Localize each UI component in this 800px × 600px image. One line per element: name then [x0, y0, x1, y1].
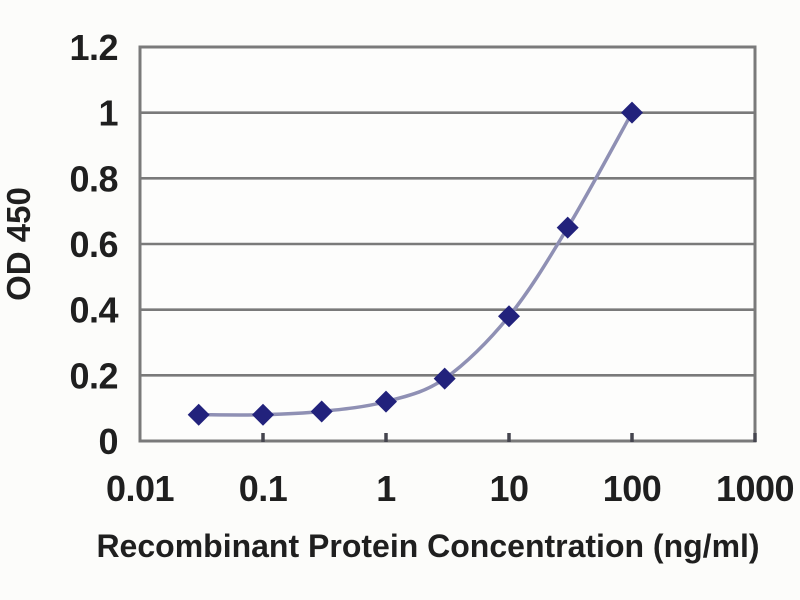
y-tick-label: 0	[98, 421, 118, 462]
data-point-marker	[310, 400, 333, 423]
data-point-marker	[621, 101, 643, 124]
x-tick-label: 1000	[716, 468, 794, 509]
data-point-marker	[498, 305, 520, 328]
data-point-marker	[187, 403, 210, 426]
y-tick-label: 0.2	[69, 355, 118, 396]
data-point-marker	[252, 403, 274, 426]
plot-frame	[138, 45, 757, 443]
y-tick-label: 0.8	[69, 158, 118, 199]
y-tick-label: 0.4	[69, 290, 118, 331]
x-axis-ticks-group	[261, 433, 757, 442]
plot-frame-group	[138, 45, 757, 443]
y-axis-tick-labels-group: 0 0.2 0.4 0.6 0.8 1 1.2	[69, 27, 119, 462]
x-axis-title: Recombinant Protein Concentration (ng/ml…	[96, 528, 759, 564]
x-tick-label: 1	[376, 468, 396, 509]
data-point-marker	[556, 216, 579, 239]
x-tick-label: 10	[489, 468, 528, 509]
y-tick-label: 1	[98, 93, 118, 134]
y-tick-label: 0.6	[69, 224, 118, 265]
x-tick-label: 100	[603, 468, 662, 509]
series-markers-group	[187, 101, 643, 426]
data-point-marker	[375, 390, 397, 413]
gridlines-group	[140, 111, 755, 377]
y-tick-label: 1.2	[69, 27, 118, 68]
x-tick-label: 0.01	[106, 468, 175, 509]
x-axis-tick-labels-group: 0.01 0.1 1 10 100 1000	[106, 468, 795, 509]
x-tick-label: 0.1	[239, 468, 288, 509]
data-point-marker	[433, 367, 456, 390]
y-axis-title: OD 450	[0, 187, 37, 301]
